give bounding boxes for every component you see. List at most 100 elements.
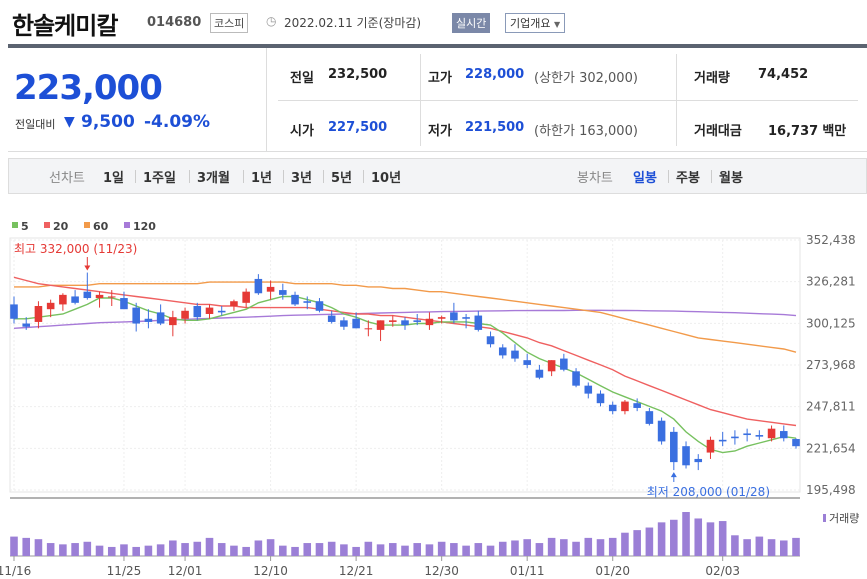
low-annotation: 최저 208,000 (01/28) (647, 485, 770, 499)
realtime-button[interactable]: 실시간 (452, 13, 491, 33)
period-5y[interactable]: 5년 (331, 171, 353, 186)
volume-legend-label: 거래량 (829, 512, 859, 525)
candle-body (95, 294, 104, 299)
candle-body (388, 320, 397, 322)
volume-bar (205, 537, 214, 556)
volume-bar (535, 543, 544, 556)
volume-bar (596, 539, 605, 556)
volume-bar (83, 541, 92, 556)
volume-bar (327, 541, 336, 556)
candle-body (535, 369, 544, 378)
stock-name: 한솔케미칼 (12, 12, 118, 40)
candle-body (462, 317, 470, 319)
volume-bar (511, 540, 519, 556)
volume-bar (572, 541, 580, 556)
divider (283, 170, 284, 183)
candle-body (682, 446, 690, 466)
upper-limit: (상한가 302,000) (534, 71, 638, 86)
candle-body (156, 312, 165, 324)
candle-body (792, 439, 800, 447)
candle-body (120, 298, 128, 310)
period-monthly[interactable]: 월봉 (719, 171, 743, 186)
candle-body (376, 320, 385, 330)
period-3y[interactable]: 3년 (291, 171, 313, 186)
plot-frame (9, 237, 801, 493)
candle-body (523, 360, 531, 365)
volume-bar (523, 539, 531, 556)
volume-bar (498, 541, 507, 556)
x-tick-label: 02/03 (705, 564, 740, 578)
legend-label: 60 (93, 220, 109, 233)
x-tick-label: 01/20 (595, 564, 630, 578)
volume-bar (144, 545, 153, 556)
volume-bar (266, 539, 275, 556)
volume-bar (682, 512, 690, 556)
x-tick-label: 01/11 (510, 564, 545, 578)
period-10y[interactable]: 10년 (371, 171, 402, 186)
low-arrow-head (670, 472, 677, 478)
volume-bar (388, 543, 397, 556)
candle-body (474, 315, 483, 330)
volume-bar (425, 544, 434, 556)
candle-body (352, 318, 360, 329)
legend-label: 20 (53, 220, 69, 233)
candle-body (718, 439, 727, 442)
volume-bar (462, 545, 470, 556)
period-daily[interactable]: 일봉 (633, 171, 657, 186)
header-divider (8, 44, 867, 48)
candle-body (731, 436, 739, 439)
divider (243, 170, 244, 183)
period-weekly[interactable]: 주봉 (676, 171, 700, 186)
volume-bar (792, 537, 800, 556)
volume-bar (474, 543, 483, 556)
price-change-pct: -4.09% (144, 112, 211, 132)
volume-bar (279, 545, 287, 556)
y-tick-label: 326,281 (806, 275, 856, 289)
volume-bar (156, 544, 165, 556)
candle-body (596, 393, 605, 404)
volume-bar (303, 543, 312, 556)
candle-body (46, 302, 55, 310)
ma20-line (13, 276, 797, 427)
candle-body (511, 350, 519, 359)
legend-label: 5 (21, 220, 29, 233)
volume-bar (670, 519, 678, 556)
divider (135, 170, 136, 183)
candle-body (59, 294, 67, 305)
candle-body (340, 320, 348, 327)
candle-body (425, 318, 434, 326)
candle-body (450, 312, 458, 321)
volume-bar (193, 541, 202, 556)
divider (189, 170, 190, 183)
divider (711, 170, 712, 183)
volume-bar (743, 539, 751, 556)
candle-body (584, 385, 593, 394)
x-tick-label: 11/16 (0, 564, 31, 578)
period-1w[interactable]: 1주일 (143, 171, 176, 186)
legend-label: 120 (133, 220, 156, 233)
volume-value: 74,452 (758, 67, 809, 82)
volume-bar (34, 539, 43, 556)
volume-bar (132, 546, 140, 556)
candle-body (22, 323, 31, 327)
divider (266, 48, 267, 152)
volume-bar (59, 544, 67, 556)
legend-swatch (12, 222, 18, 228)
volume-bar (547, 537, 556, 556)
divider (323, 170, 324, 183)
volume-bar (217, 543, 226, 556)
volume-bar (22, 537, 31, 556)
candle-body (437, 317, 446, 319)
period-1d[interactable]: 1일 (103, 171, 125, 186)
candle-body (132, 307, 140, 324)
period-3m[interactable]: 3개월 (197, 171, 230, 186)
candle-body (291, 294, 299, 305)
legend-swatch (84, 222, 90, 228)
period-1y[interactable]: 1년 (251, 171, 273, 186)
high-label: 고가 (428, 71, 452, 86)
low-value: 221,500 (465, 120, 525, 135)
candle-body (193, 306, 202, 318)
line-chart-label: 선차트 (49, 171, 85, 186)
price-change: 9,500 (81, 112, 135, 132)
company-overview-dropdown[interactable]: 기업개요 ▼ (505, 13, 566, 33)
